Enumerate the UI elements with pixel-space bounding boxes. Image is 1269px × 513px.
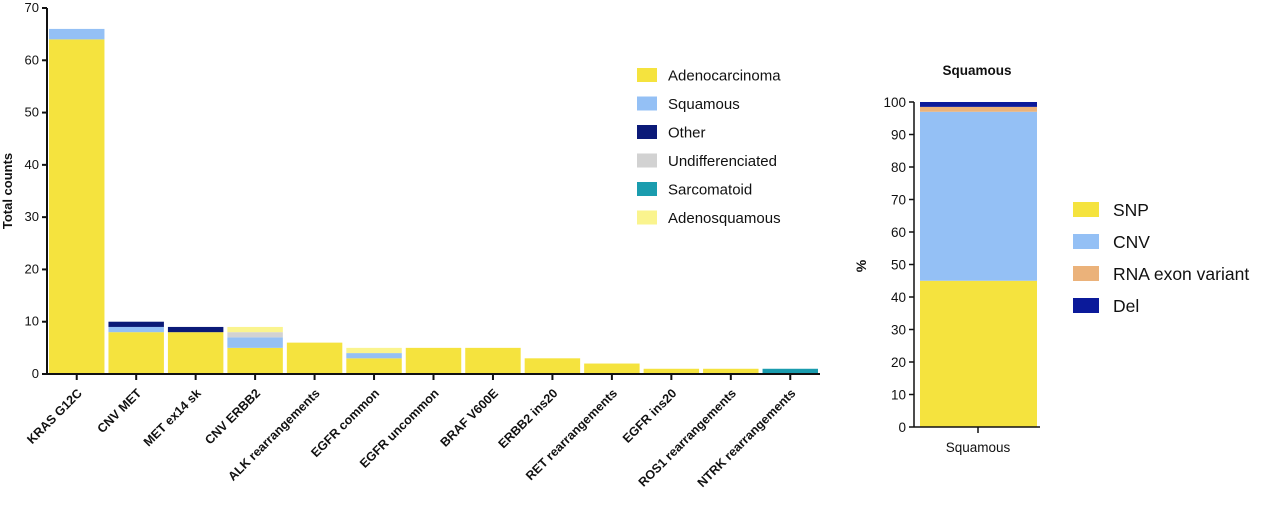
- histology-legend: Adenocarcinoma Squamous Other Undifferencia…: [637, 68, 781, 227]
- y-tick-label-100: 100: [883, 95, 906, 110]
- y-tick-label-20: 20: [891, 355, 906, 370]
- legend-swatch-adenocarcinoma: [637, 68, 657, 82]
- y-tick-label-50: 50: [25, 105, 39, 120]
- x-tick-label-erbb2-ins20: ERBB2 ins20: [496, 386, 561, 451]
- y-tick-label-10: 10: [891, 388, 906, 403]
- bar-squamous-cnv: [920, 111, 1037, 281]
- bar-cnv-met-adenocarcinoma: [108, 332, 164, 374]
- y-axis-label: %: [853, 259, 869, 272]
- squamous-percent-chart: Squamous 0 10 20 30 40 50 60 70 80 90 100 Squamous%: [853, 63, 1040, 455]
- bar-cnv-erbb2-adenosquamous: [227, 326, 283, 333]
- bar-cnv-erbb2-squamous: [227, 337, 283, 348]
- legend-label-del: Del: [1113, 296, 1139, 316]
- legend-swatch-cnv: [1073, 234, 1099, 249]
- y-tick-label-80: 80: [891, 160, 906, 175]
- bar-cnv-met-other: [108, 321, 164, 327]
- bar-cnv-met-squamous: [108, 326, 164, 333]
- legend-label-sarcomatoid: Sarcomatoid: [668, 182, 752, 199]
- legend-swatch-undifferenciated: [637, 153, 657, 168]
- legend-swatch-snp: [1073, 202, 1099, 217]
- legend-label-snp: SNP: [1113, 200, 1149, 220]
- y-tick-label-30: 30: [891, 323, 906, 338]
- y-tick-label-60: 60: [25, 52, 39, 67]
- bar-squamous-snp: [920, 280, 1037, 427]
- y-tick-label-40: 40: [891, 290, 906, 305]
- legend-swatch-rna-exon-variant: [1073, 266, 1099, 281]
- x-tick-label-cnv-erbb2: CNV ERBB2: [202, 386, 263, 447]
- y-tick-label-70: 70: [891, 193, 906, 208]
- legend-label-adenocarcinoma: Adenocarcinoma: [668, 68, 781, 85]
- bar-ret-rearrangements-adenocarcinoma: [584, 363, 640, 374]
- x-tick-label-ntrk-rearrangements: NTRK rearrangements: [695, 386, 799, 490]
- bar-braf-v600e-adenocarcinoma: [465, 347, 521, 374]
- bar-cnv-erbb2-adenocarcinoma: [227, 347, 283, 374]
- y-tick-label-40: 40: [25, 157, 39, 172]
- x-tick-label-met-ex14-sk: MET ex14 sk: [141, 386, 204, 449]
- bar-alk-rearrangements-adenocarcinoma: [286, 342, 343, 374]
- legend-label-squamous: Squamous: [668, 96, 740, 113]
- y-tick-label-0: 0: [898, 420, 906, 435]
- bar-squamous-del: [920, 102, 1037, 107]
- x-tick-label-cnv-met: CNV MET: [95, 386, 145, 436]
- legend-swatch-sarcomatoid: [637, 182, 657, 196]
- bar-kras-g12c-adenocarcinoma: [49, 39, 105, 375]
- y-tick-label-0: 0: [32, 366, 39, 381]
- bar-ntrk-rearrangements-sarcomatoid: [762, 368, 818, 374]
- y-tick-label-20: 20: [25, 261, 39, 276]
- bar-egfr-common-squamous: [346, 353, 402, 359]
- bar-egfr-uncommon-adenocarcinoma: [405, 347, 462, 374]
- legend-label-rna-exon-variant: RNA exon variant: [1113, 264, 1249, 284]
- alteration-legend: SNP CNV RNA exon variant Del: [1073, 200, 1249, 316]
- bar-squamous-rna-exon-variant: [920, 106, 1037, 112]
- x-tick-label-squamous: Squamous: [946, 440, 1011, 455]
- y-tick-label-50: 50: [891, 258, 906, 273]
- bar-egfr-ins20-adenocarcinoma: [643, 368, 700, 374]
- legend-swatch-adenosquamous: [637, 210, 657, 225]
- y-tick-label-60: 60: [891, 225, 906, 240]
- y-tick-label-30: 30: [25, 209, 39, 224]
- y-axis-label: Total counts: [0, 153, 15, 229]
- y-tick-label-70: 70: [25, 0, 39, 15]
- legend-label-undifferenciated: Undifferenciated: [668, 153, 777, 170]
- x-tick-label-ros1-rearrangements: ROS1 rearrangements: [636, 386, 739, 489]
- legend-swatch-squamous: [637, 96, 657, 111]
- legend-swatch-other: [637, 125, 657, 139]
- bar-met-ex14-sk-adenocarcinoma: [167, 332, 224, 374]
- legend-label-adenosquamous: Adenosquamous: [668, 210, 781, 227]
- legend-label-other: Other: [668, 125, 706, 142]
- x-tick-label-braf-v600e: BRAF V600E: [438, 386, 501, 449]
- x-tick-label-kras-g12c: KRAS G12C: [24, 386, 84, 446]
- legend-label-cnv: CNV: [1113, 232, 1150, 252]
- bar-egfr-common-adenocarcinoma: [346, 358, 402, 374]
- y-tick-label-10: 10: [25, 314, 39, 329]
- bar-kras-g12c-squamous: [49, 28, 105, 40]
- bar-met-ex14-sk-other: [167, 326, 224, 333]
- legend-swatch-del: [1073, 298, 1099, 313]
- y-tick-label-90: 90: [891, 128, 906, 143]
- x-tick-label-egfr-ins20: EGFR ins20: [620, 386, 680, 446]
- bar-erbb2-ins20-adenocarcinoma: [524, 358, 581, 374]
- bar-cnv-erbb2-undifferenciated: [227, 332, 283, 338]
- bar-egfr-common-adenosquamous: [346, 347, 402, 354]
- chart-title: Squamous: [942, 63, 1011, 78]
- bar-ros1-rearrangements-adenocarcinoma: [703, 368, 759, 374]
